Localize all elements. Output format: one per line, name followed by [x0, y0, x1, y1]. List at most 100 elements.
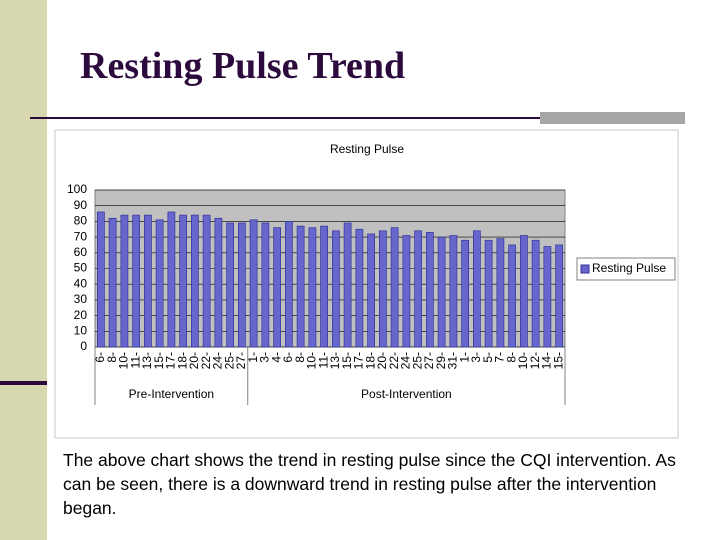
y-tick-label: 70 — [74, 229, 88, 243]
bar — [167, 211, 176, 348]
x-tick-label: 20- — [375, 352, 389, 369]
bar — [226, 222, 235, 348]
x-tick-label: 3- — [258, 352, 272, 363]
y-tick-label: 0 — [80, 339, 87, 353]
bar — [191, 214, 199, 348]
bar — [519, 235, 528, 348]
bar — [320, 225, 329, 348]
y-tick-label: 60 — [74, 245, 88, 259]
bar — [238, 222, 246, 348]
x-tick-label: 22- — [199, 352, 213, 369]
bar — [214, 217, 223, 348]
bar — [449, 235, 458, 348]
bar — [555, 244, 563, 348]
x-tick-label: 11- — [128, 352, 142, 368]
x-tick-label: 8- — [293, 352, 307, 363]
x-tick-label: 25- — [222, 352, 236, 369]
group-label: Pre-Intervention — [129, 387, 214, 401]
bar — [355, 228, 364, 348]
x-tick-label: 4- — [269, 352, 283, 363]
y-tick-label: 100 — [67, 182, 87, 196]
bar — [332, 230, 340, 348]
x-tick-label: 22- — [387, 352, 401, 369]
bar — [461, 239, 470, 348]
x-tick-label: 27- — [234, 352, 248, 369]
bar — [155, 219, 164, 348]
x-tick-label: 24- — [399, 352, 413, 369]
slide-title: Resting Pulse Trend — [80, 45, 406, 87]
bar — [261, 222, 270, 348]
x-tick-label: 17- — [352, 352, 366, 369]
bar — [437, 236, 446, 348]
bar — [249, 219, 258, 348]
chart-title: Resting Pulse — [330, 142, 404, 156]
bar — [285, 221, 293, 348]
x-tick-label: 6- — [281, 352, 295, 363]
bar — [543, 246, 552, 348]
y-tick-label: 90 — [74, 198, 88, 212]
x-tick-label: 10- — [117, 352, 131, 369]
x-tick-label: 8- — [105, 352, 119, 363]
x-tick-label: 13- — [328, 352, 342, 369]
bar — [296, 225, 305, 348]
x-tick-label: 7- — [493, 352, 507, 363]
group-label: Post-Intervention — [361, 387, 452, 401]
x-tick-label: 20- — [187, 352, 201, 369]
bar — [108, 217, 117, 348]
x-tick-label: 5- — [481, 352, 495, 363]
x-tick-label: 10- — [305, 352, 319, 369]
x-tick-label: 25- — [410, 352, 424, 369]
x-tick-label: 1- — [457, 352, 471, 363]
side-band — [0, 0, 47, 540]
rule-accent — [540, 112, 685, 124]
bar — [367, 233, 376, 348]
bar — [484, 239, 493, 348]
bar — [390, 227, 399, 348]
x-tick-label: 8- — [504, 352, 518, 363]
x-tick-label: 27- — [422, 352, 436, 369]
bar — [343, 222, 352, 348]
y-tick-label: 20 — [74, 308, 88, 322]
x-tick-label: 31- — [446, 352, 460, 369]
x-tick-label: 15- — [152, 352, 166, 369]
x-tick-label: 6- — [93, 352, 107, 363]
body-text: The above chart shows the trend in resti… — [63, 450, 676, 518]
bar — [308, 227, 317, 348]
bar — [402, 235, 411, 348]
y-tick-label: 30 — [74, 292, 88, 306]
x-tick-label: 1- — [246, 352, 260, 363]
bar — [120, 214, 129, 348]
x-tick-label: 15- — [340, 352, 354, 369]
y-tick-label: 50 — [74, 261, 88, 275]
bar — [96, 211, 105, 348]
bar — [531, 239, 540, 348]
x-tick-label: 10- — [516, 352, 530, 369]
legend-box — [576, 257, 676, 281]
bar — [132, 214, 141, 348]
bar — [496, 238, 505, 348]
x-tick-label: 17- — [164, 352, 178, 369]
bar — [508, 244, 517, 348]
y-tick-label: 10 — [74, 323, 88, 337]
x-tick-label: 3- — [469, 352, 483, 363]
x-tick-label: 12- — [528, 352, 542, 369]
bar — [179, 214, 188, 348]
x-tick-label: 15- — [551, 352, 565, 369]
y-tick-label: 40 — [74, 276, 88, 290]
bar — [414, 230, 423, 348]
x-tick-label: 14- — [540, 352, 554, 369]
x-tick-label: 29- — [434, 352, 448, 369]
bar — [273, 227, 282, 348]
y-tick-label: 80 — [74, 214, 88, 228]
x-tick-label: 13- — [140, 352, 154, 369]
bar — [202, 214, 211, 348]
x-tick-label: 18- — [363, 352, 377, 369]
bar — [379, 230, 387, 348]
x-tick-label: 11- — [316, 352, 330, 368]
legend-swatch — [580, 264, 590, 274]
legend-label: Resting Pulse — [592, 261, 666, 275]
bar — [426, 232, 434, 348]
